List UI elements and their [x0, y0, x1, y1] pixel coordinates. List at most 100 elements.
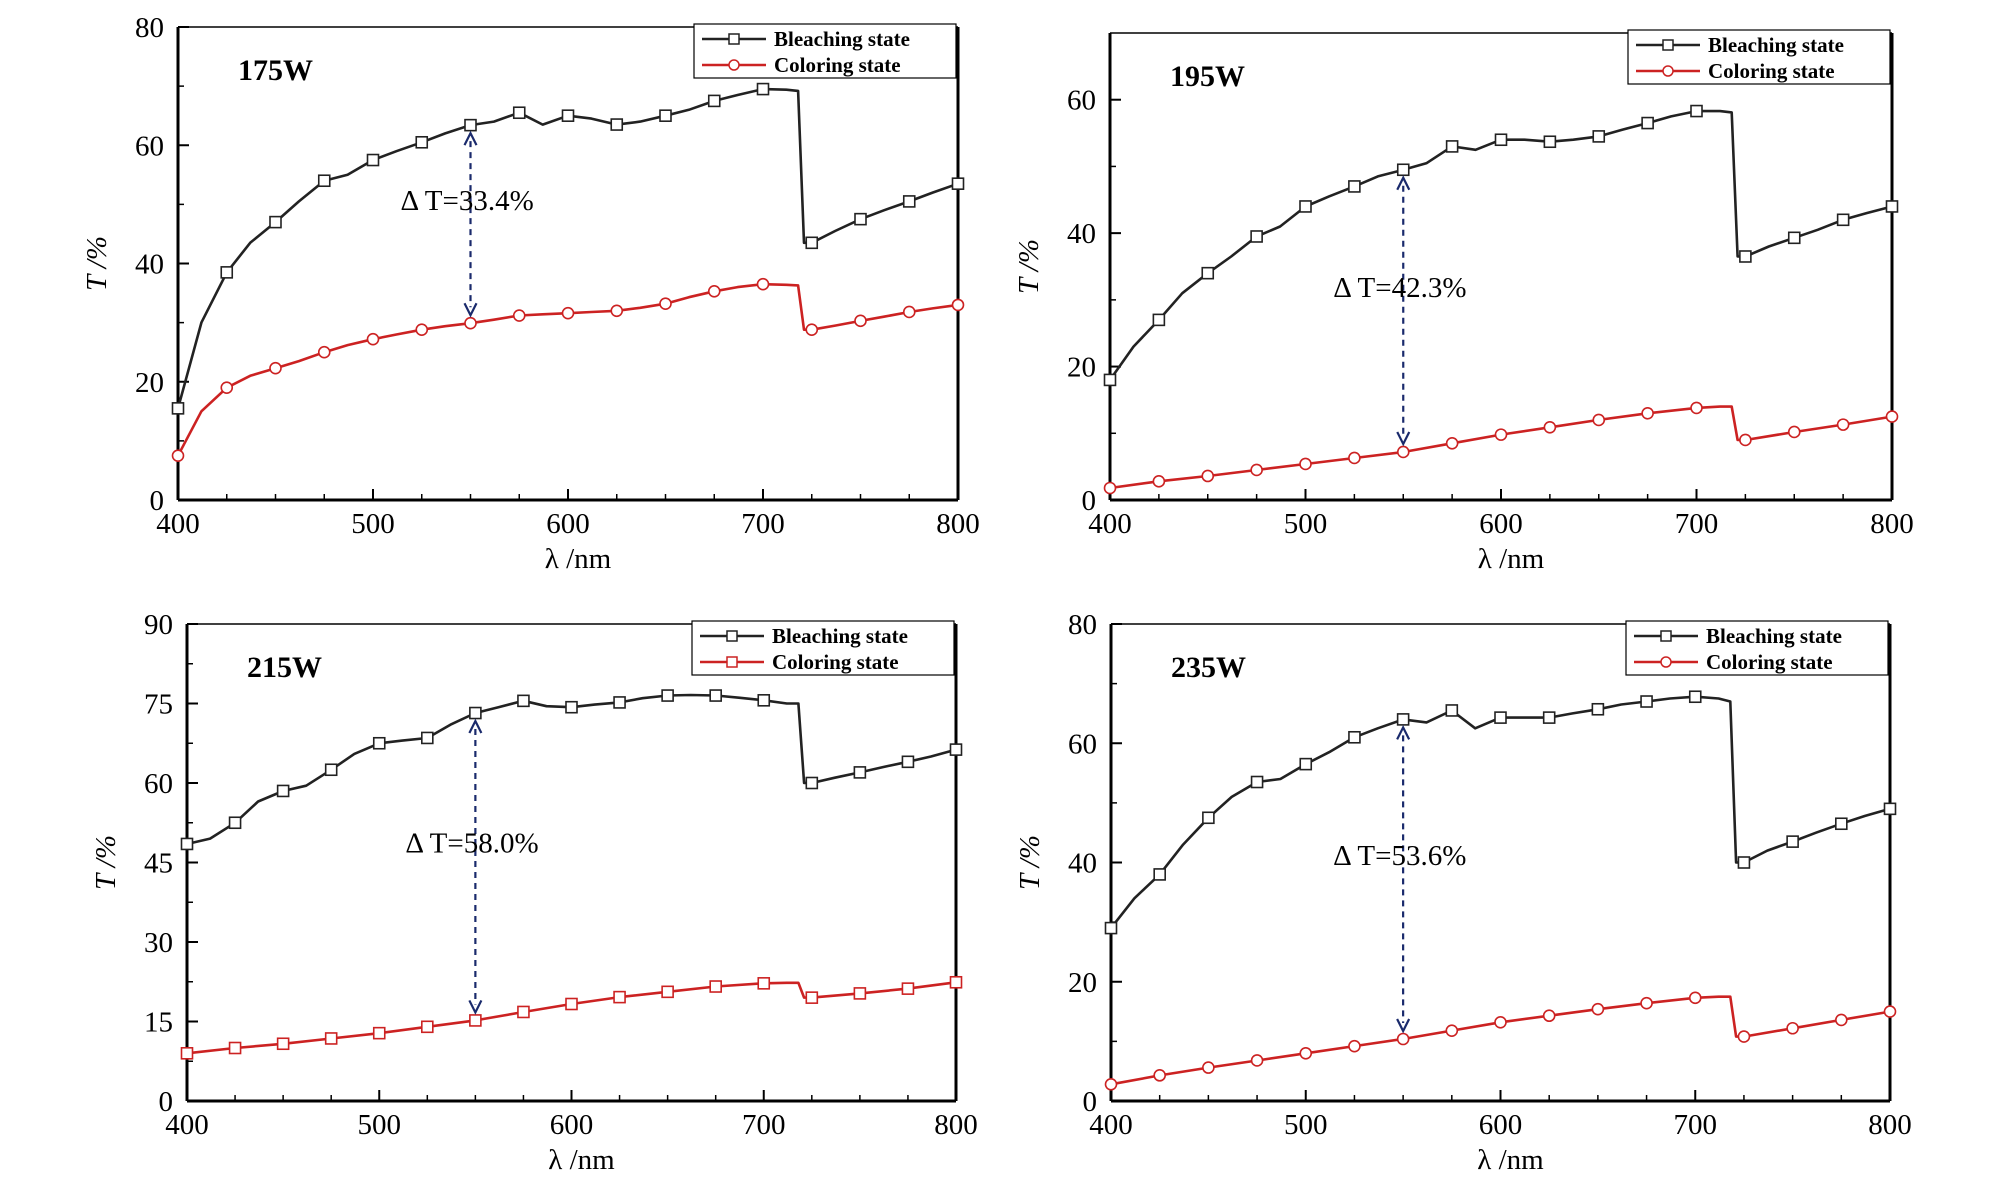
data-point — [1494, 1015, 1507, 1029]
legend-marker — [1660, 656, 1672, 668]
data-point — [1494, 428, 1508, 441]
y-axis-label: T /% — [81, 236, 113, 291]
y-tick-label: 80 — [135, 12, 164, 44]
y-tick-label: 40 — [1068, 848, 1097, 880]
data-point — [269, 215, 282, 229]
data-point — [1202, 1061, 1215, 1074]
legend-marker — [1662, 39, 1674, 51]
data-point — [902, 195, 916, 208]
data-point — [1299, 757, 1313, 771]
panel-title: 215W — [247, 651, 322, 684]
data-point — [372, 736, 386, 750]
y-tick-label: 60 — [144, 768, 173, 800]
data-point — [1396, 1032, 1410, 1046]
data-point — [1786, 1021, 1799, 1035]
data-point — [1299, 457, 1312, 471]
y-tick-label: 90 — [144, 609, 173, 641]
data-point — [949, 975, 963, 989]
data-point — [228, 816, 242, 830]
data-point — [1152, 475, 1166, 488]
series-line-coloring — [1110, 995, 1891, 1086]
data-point — [1494, 133, 1508, 147]
data-point — [1739, 433, 1752, 447]
data-point — [1786, 835, 1799, 848]
x-tick-label: 400 — [1089, 1109, 1133, 1141]
y-tick-label: 60 — [135, 130, 164, 162]
data-point — [415, 323, 429, 337]
x-axis-label: λ /nm — [545, 543, 612, 575]
data-point — [756, 277, 770, 291]
data-point — [517, 694, 530, 708]
series-line-coloring — [176, 282, 959, 457]
data-point — [661, 689, 674, 702]
chart-panel-3: 400 500 600 700 800 0 15 30 45 60 75 90 λ /nm T /% 215… — [90, 609, 978, 1176]
delta-arrow-head-up — [463, 130, 478, 146]
y-tick-label: 0 — [159, 1086, 174, 1118]
data-point — [1348, 451, 1361, 465]
delta-arrow-head-up — [1396, 724, 1411, 740]
y-tick-label: 45 — [144, 848, 173, 880]
data-point — [317, 345, 331, 359]
series-line-bleaching — [176, 87, 959, 409]
legend-label: Coloring state — [772, 650, 899, 674]
y-tick-label: 60 — [1068, 728, 1097, 760]
delta-t-label: Δ T=42.3% — [1333, 272, 1466, 304]
data-point — [220, 266, 234, 279]
data-point — [1690, 104, 1703, 118]
x-tick-label: 500 — [358, 1109, 402, 1141]
data-point — [1836, 418, 1850, 431]
data-point — [1396, 163, 1410, 177]
delta-t-label: Δ T=58.0% — [405, 828, 538, 860]
data-point — [951, 177, 965, 190]
data-point — [1737, 856, 1751, 869]
series-line-bleaching — [1109, 695, 1891, 929]
y-tick-label: 30 — [144, 927, 173, 959]
series-line-coloring — [186, 981, 957, 1055]
legend-marker — [726, 656, 738, 668]
x-tick-label: 400 — [1088, 508, 1132, 540]
y-tick-label: 20 — [135, 367, 164, 399]
y-tick-label: 20 — [1068, 967, 1097, 999]
data-point — [1641, 406, 1654, 420]
data-point — [902, 305, 916, 319]
data-point — [469, 1014, 482, 1027]
data-point — [1445, 140, 1459, 153]
data-point — [1348, 180, 1361, 193]
x-tick-label: 600 — [1479, 1109, 1523, 1141]
data-point — [1688, 690, 1702, 704]
data-point — [854, 212, 867, 226]
data-point — [1202, 811, 1215, 825]
x-tick-label: 500 — [1284, 1109, 1328, 1141]
panel-title: 195W — [1170, 60, 1245, 93]
data-point — [366, 153, 380, 167]
data-point — [180, 1047, 194, 1060]
delta-t-label: Δ T=53.6% — [1333, 840, 1466, 872]
data-point — [1445, 1024, 1459, 1037]
data-point — [901, 755, 915, 769]
data-point — [421, 731, 434, 745]
delta-arrow-head-down — [468, 999, 483, 1015]
y-tick-label: 15 — [144, 1007, 173, 1039]
data-point — [1591, 1002, 1605, 1016]
legend-label: Bleaching state — [774, 27, 910, 51]
y-tick-label: 0 — [150, 485, 165, 517]
delta-arrow-head-up — [468, 718, 483, 734]
data-point — [512, 309, 526, 322]
data-point — [1153, 1069, 1166, 1082]
x-tick-label: 800 — [1870, 508, 1914, 540]
data-point — [1103, 373, 1117, 387]
legend-marker — [728, 33, 740, 45]
x-tick-label: 600 — [546, 508, 590, 540]
data-point — [1737, 1030, 1751, 1043]
data-point — [707, 284, 721, 298]
series-line-bleaching — [1108, 109, 1893, 381]
data-point — [1152, 313, 1166, 327]
data-point — [1348, 730, 1361, 744]
x-tick-label: 400 — [165, 1109, 209, 1141]
data-point — [1542, 1009, 1556, 1023]
legend-marker — [1662, 65, 1674, 77]
x-axis-label: λ /nm — [1477, 1144, 1544, 1176]
legend-label: Coloring state — [1706, 650, 1833, 674]
data-point — [1299, 1047, 1313, 1060]
